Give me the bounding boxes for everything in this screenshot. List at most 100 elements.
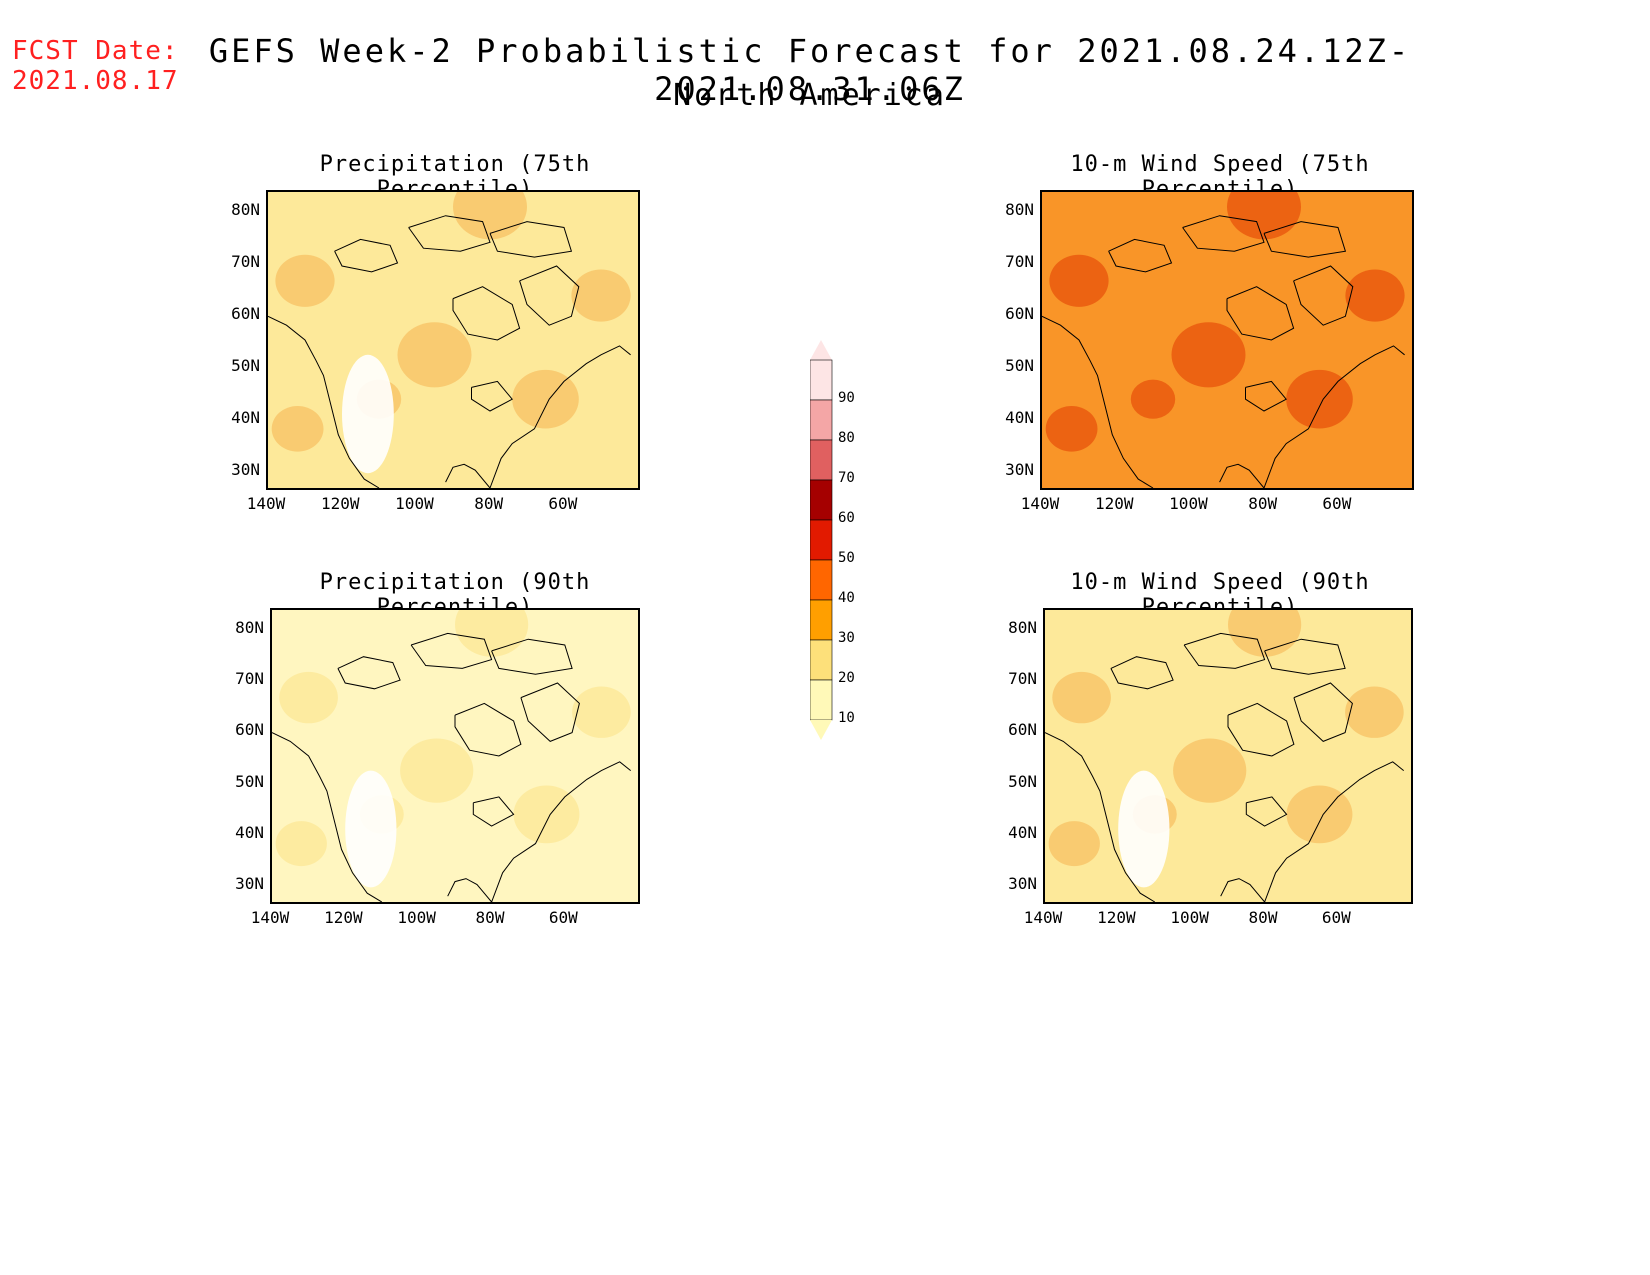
shaded-region	[572, 686, 631, 738]
fcst-date-caption: FCST Date:	[12, 36, 179, 66]
shaded-region	[400, 738, 474, 803]
coastline-island	[491, 638, 573, 675]
colorbar-swatch	[809, 479, 833, 521]
colorbar-level-label: 20	[838, 670, 855, 686]
lon-tick-label: 120W	[1094, 494, 1134, 513]
shaded-region	[571, 269, 631, 322]
colorbar-bottom-cap	[810, 720, 832, 740]
fcst-date-value: 2021.08.17	[12, 66, 179, 96]
colorbar-level-label: 50	[838, 550, 855, 566]
coastline-island	[1263, 221, 1347, 258]
coastline-island	[408, 215, 491, 252]
colorbar-svg	[809, 340, 833, 740]
lon-tick-label: 80W	[1248, 908, 1278, 927]
lat-tick-label: 40N	[231, 408, 260, 427]
shaded-region	[1049, 254, 1109, 307]
lat-tick-label: 30N	[235, 874, 264, 893]
coastline-island	[1245, 796, 1288, 827]
shaded-region	[1286, 785, 1353, 844]
coastline	[1045, 732, 1405, 902]
colorbar-swatch	[809, 399, 833, 441]
colorbar-level-label: 60	[838, 510, 855, 526]
coastline-island	[471, 380, 513, 412]
lon-tick-label: 60W	[1321, 908, 1351, 927]
shaded-region	[275, 254, 335, 307]
map-panel	[270, 608, 640, 904]
page-subtitle: North America	[673, 78, 947, 113]
shaded-region	[1130, 379, 1176, 419]
colorbar-level-label: 30	[838, 630, 855, 646]
colorbar-swatch	[809, 599, 833, 641]
panel-title: 10-m Wind Speed (90th Percentile)	[1070, 570, 1370, 620]
low-prob-region	[342, 354, 394, 474]
forecast-date-label: FCST Date: 2021.08.17	[12, 36, 179, 96]
coastline-island	[337, 656, 401, 690]
low-prob-region	[345, 770, 397, 888]
colorbar-level-label: 90	[838, 390, 855, 406]
shaded-region	[397, 322, 472, 388]
shaded-region	[1173, 738, 1247, 803]
shaded-region	[1345, 269, 1405, 322]
lat-tick-label: 30N	[1008, 874, 1037, 893]
lat-tick-label: 40N	[235, 822, 264, 842]
map-panel	[1043, 608, 1413, 904]
colorbar-level-label: 10	[838, 710, 855, 726]
coastline-island	[1183, 632, 1266, 669]
map-panel	[1040, 190, 1414, 490]
coastline-island	[454, 702, 522, 757]
shaded-region	[275, 821, 327, 867]
coastline-island	[1293, 682, 1353, 742]
shaded-region	[1171, 322, 1246, 388]
colorbar: 90 80 70 60 50 40 30 20 10	[809, 340, 880, 744]
lon-tick-label: 80W	[475, 908, 505, 927]
lon-tick-label: 100W	[397, 908, 436, 927]
panel-title: 10-m Wind Speed (75th Percentile)	[1070, 152, 1370, 202]
lat-tick-label: 80N	[1005, 200, 1034, 219]
lon-tick-label: 100W	[1169, 494, 1208, 513]
colorbar-top-cap	[810, 340, 832, 360]
lat-tick-label: 60N	[1008, 720, 1037, 740]
lat-tick-label: 50N	[1005, 356, 1034, 375]
panel-title: Precipitation (75th Percentile)	[319, 152, 591, 202]
coastline-island	[519, 265, 580, 326]
coastline-island	[410, 632, 493, 669]
coastline-island	[489, 221, 573, 258]
map-canvas	[268, 192, 638, 488]
shaded-region	[1045, 406, 1098, 452]
coastline-island	[1293, 265, 1354, 326]
lon-tick-label: 120W	[1097, 908, 1136, 927]
shaded-region	[1286, 369, 1353, 429]
coastline-island	[1110, 656, 1174, 690]
lon-tick-label: 80W	[474, 494, 504, 513]
coastline-island	[1245, 380, 1287, 412]
lat-tick-label: 70N	[235, 669, 264, 689]
colorbar-swatch	[809, 639, 833, 681]
coastline-island	[1264, 638, 1346, 675]
lon-tick-label: 120W	[324, 908, 363, 927]
lat-tick-label: 70N	[1005, 252, 1034, 271]
lon-tick-label: 100W	[1170, 908, 1209, 927]
lon-tick-label: 60W	[548, 908, 578, 927]
lat-tick-label: 30N	[1005, 460, 1034, 479]
lon-tick-label: 140W	[246, 494, 286, 513]
map-canvas	[272, 610, 638, 902]
shaded-region	[1052, 671, 1111, 724]
shaded-region	[279, 671, 338, 724]
lon-tick-label: 140W	[1023, 908, 1063, 927]
shaded-region	[513, 785, 580, 844]
coastline	[268, 315, 631, 488]
map-canvas	[1045, 610, 1411, 902]
lat-tick-label: 60N	[235, 720, 264, 740]
coastline	[1042, 315, 1405, 488]
shaded-region	[271, 406, 324, 452]
coastline	[272, 732, 632, 902]
lat-tick-label: 50N	[231, 356, 260, 375]
lon-tick-label: 60W	[548, 494, 578, 513]
lat-tick-label: 50N	[235, 771, 264, 791]
lat-tick-label: 60N	[231, 304, 260, 323]
coastline-island	[452, 286, 521, 341]
lat-tick-label: 80N	[235, 618, 264, 637]
lat-tick-label: 80N	[231, 200, 260, 219]
lat-tick-label: 40N	[1005, 408, 1034, 427]
lon-tick-label: 80W	[1248, 494, 1278, 513]
